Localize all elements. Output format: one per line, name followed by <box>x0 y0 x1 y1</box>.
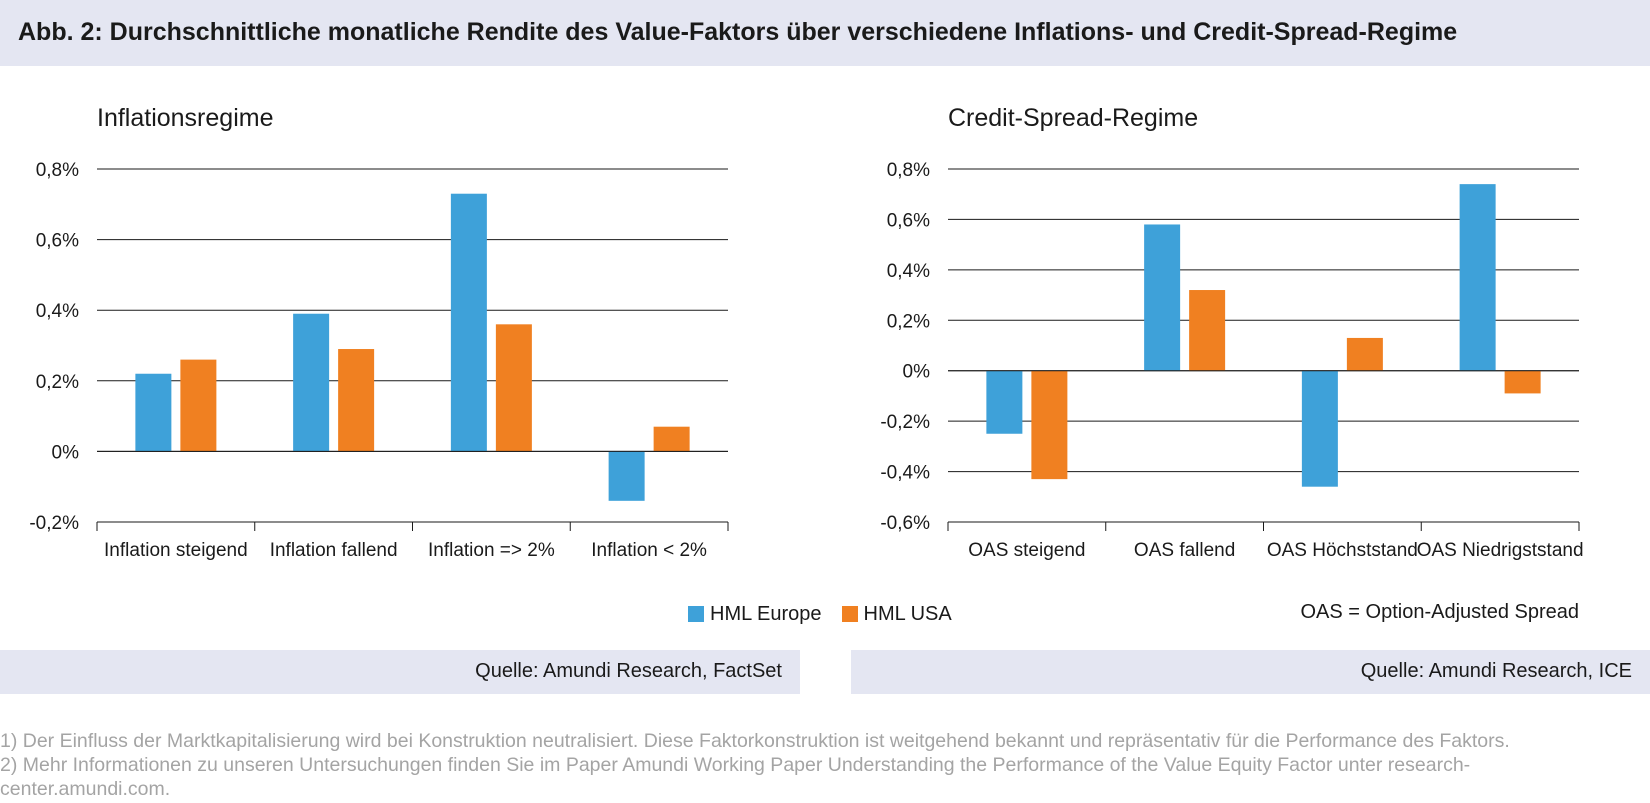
credit-spread-category-label: OAS steigend <box>968 540 1085 561</box>
inflation-bar-hml-usa <box>338 349 375 452</box>
oas-abbreviation-note: OAS = Option-Adjusted Spread <box>1300 601 1580 623</box>
inflation-y-tick-label: 0,6% <box>36 231 79 252</box>
title-bar: Abb. 2: Durchschnittliche monatliche Ren… <box>0 0 1650 66</box>
credit-spread-bar-hml-europe <box>1144 224 1181 371</box>
inflation-y-tick-label: 0,4% <box>36 301 79 322</box>
inflation-y-tick-label: 0,2% <box>36 372 79 393</box>
inflation-bar-hml-usa <box>180 359 217 452</box>
footnote-2-continued: center.amundi.com. <box>0 778 171 800</box>
legend-label-hml-europe: HML Europe <box>710 602 822 625</box>
credit-spread-bar-hml-europe <box>1459 184 1496 371</box>
credit-spread-bar-hml-europe <box>1301 370 1338 487</box>
source-right: Quelle: Amundi Research, ICE <box>1360 660 1632 682</box>
credit-spread-y-tick-label: -0,6% <box>880 513 930 534</box>
footnote-2: 2) Mehr Informationen zu unseren Untersu… <box>0 754 1471 776</box>
inflation-y-tick-label: 0% <box>52 442 80 463</box>
figure-title: Abb. 2: Durchschnittliche monatliche Ren… <box>18 18 1458 46</box>
legend-label-hml-usa: HML USA <box>863 602 952 625</box>
source-left: Quelle: Amundi Research, FactSet <box>475 660 782 682</box>
credit-spread-y-tick-label: 0,2% <box>887 311 930 332</box>
legend-swatch-hml-europe <box>688 606 704 622</box>
inflation-y-tick-label: 0,8% <box>36 160 79 181</box>
source-box-left: Quelle: Amundi Research, FactSet <box>0 650 800 694</box>
credit-spread-bar-hml-usa <box>1189 290 1226 371</box>
charts-canvas: 0,8% 0,6% 0,4% 0,2% 0% -0,2% Inflation steigen… <box>29 160 1584 561</box>
credit-spread-y-tick-label: -0,2% <box>880 412 930 433</box>
legend-item-hml-usa: HML USA <box>841 602 952 626</box>
footnote-1: 1) Der Einfluss der Marktkapitalisierung… <box>0 730 1510 752</box>
inflation-category-label: Inflation steigend <box>104 540 248 561</box>
inflation-category-label: Inflation fallend <box>270 540 398 561</box>
inflation-bar-hml-europe <box>450 193 487 452</box>
credit-spread-chart-title: Credit-Spread-Regime <box>948 104 1199 132</box>
legend: HML Europe HML USA <box>688 601 972 627</box>
credit-spread-y-tick-label: 0,6% <box>887 210 930 231</box>
credit-spread-y-tick-label: 0,4% <box>887 261 930 282</box>
inflation-bar-hml-europe <box>135 373 172 452</box>
inflation-bar-hml-usa <box>495 324 532 452</box>
inflation-y-tick-label: -0,2% <box>29 513 79 534</box>
credit-spread-bar-hml-usa <box>1346 337 1383 371</box>
inflation-bar-hml-usa <box>653 426 690 452</box>
footnotes: 1) Der Einfluss der Marktkapitalisierung… <box>0 729 1645 801</box>
inflation-bar-hml-europe <box>608 451 645 501</box>
legend-swatch-hml-usa <box>841 606 858 622</box>
credit-spread-category-label: OAS fallend <box>1134 540 1235 561</box>
credit-spread-y-tick-label: 0% <box>903 362 931 383</box>
credit-spread-bar-hml-usa <box>1031 370 1068 480</box>
credit-spread-bar-hml-europe <box>986 370 1023 434</box>
inflation-bar-hml-europe <box>293 313 330 452</box>
inflation-category-label: Inflation => 2% <box>428 540 555 561</box>
inflation-chart-title: Inflationsregime <box>97 104 274 132</box>
credit-spread-y-tick-label: -0,4% <box>880 463 930 484</box>
credit-spread-bar-hml-usa <box>1504 370 1541 394</box>
inflation-category-label: Inflation < 2% <box>591 540 707 561</box>
source-box-right: Quelle: Amundi Research, ICE <box>851 650 1650 694</box>
legend-item-hml-europe: HML Europe <box>688 603 822 626</box>
credit-spread-category-label: OAS Niedrigststand <box>1417 540 1584 561</box>
credit-spread-y-tick-label: 0,8% <box>887 160 930 181</box>
credit-spread-category-label: OAS Höchststand <box>1267 540 1418 561</box>
